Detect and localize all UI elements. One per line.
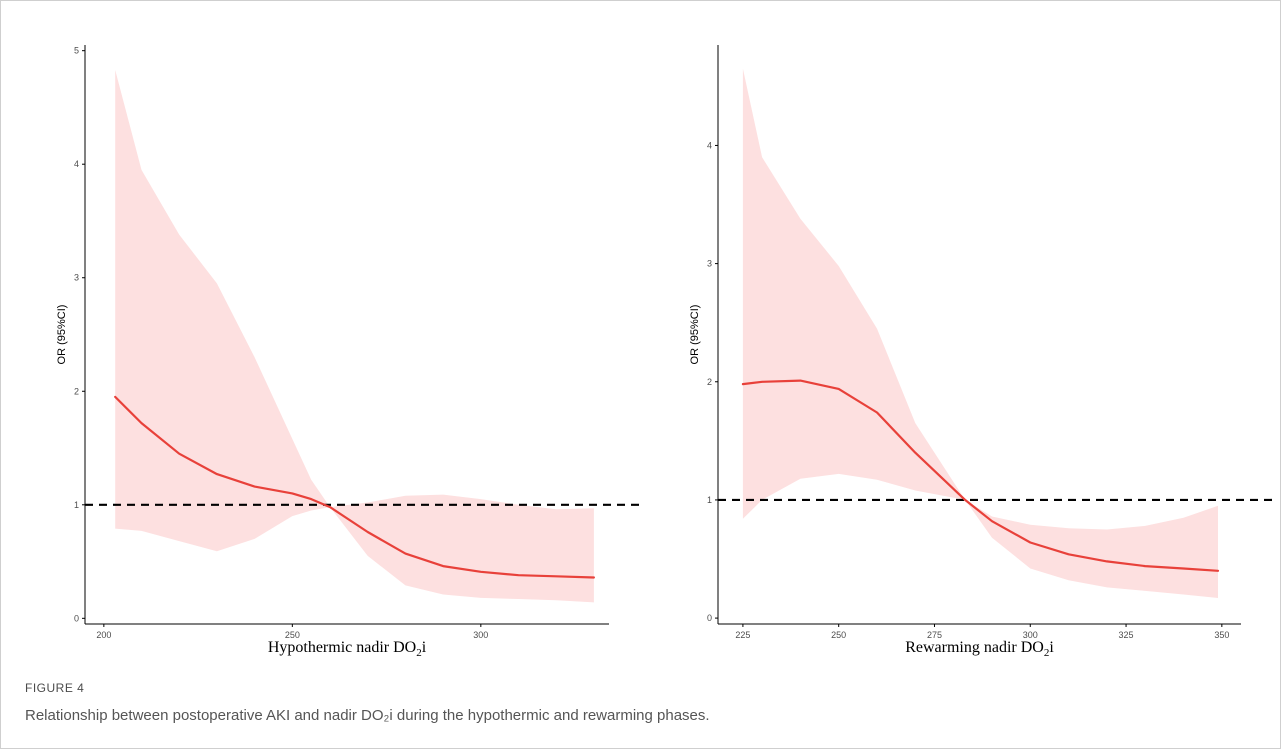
chart-panel-1: 0 1 2 3 4 5 200 250 300 OR (95%CI) Hypothermic nad… xyxy=(56,45,645,659)
x-tick-label: 300 xyxy=(1023,630,1038,640)
y-tick-label: 1 xyxy=(74,500,79,510)
y-tick-label: 0 xyxy=(707,613,712,623)
x-tick-label: 325 xyxy=(1119,630,1134,640)
y-axis-label: OR (95%CI) xyxy=(56,305,68,365)
y-tick-label: 0 xyxy=(74,613,79,623)
x-tick-label: 225 xyxy=(735,630,750,640)
x-axis-label: Rewarming nadir DO2i xyxy=(905,639,1054,659)
or-curve xyxy=(741,379,1220,572)
x-tick-label: 350 xyxy=(1214,630,1229,640)
chart-panel-2: 0 1 2 3 4 225 250 275 300 325 350 OR (95%CI) Rewarmi… xyxy=(689,45,1277,659)
figure-caption: FIGURE 4 Relationship between postoperat… xyxy=(25,681,710,724)
y-tick-label: 4 xyxy=(707,140,712,150)
y-tick-label: 2 xyxy=(74,386,79,396)
y-tick-label: 2 xyxy=(707,377,712,387)
y-axis-label: OR (95%CI) xyxy=(689,305,701,365)
x-tick-label: 275 xyxy=(927,630,942,640)
charts-canvas: 0 1 2 3 4 5 200 250 300 OR (95%CI) Hypothermic nad… xyxy=(56,45,1277,659)
figure-label: FIGURE 4 xyxy=(25,681,85,695)
x-tick-label: 250 xyxy=(831,630,846,640)
y-tick-label: 5 xyxy=(74,46,79,56)
y-tick-label: 3 xyxy=(707,259,712,269)
x-tick-label: 250 xyxy=(285,630,300,640)
y-tick-label: 1 xyxy=(707,495,712,505)
x-tick-label: 200 xyxy=(96,630,111,640)
y-tick-label: 3 xyxy=(74,273,79,283)
y-tick-label: 4 xyxy=(74,159,79,169)
x-tick-label: 300 xyxy=(473,630,488,640)
x-axis-label: Hypothermic nadir DO2i xyxy=(268,639,427,659)
figure-caption-text: Relationship between postoperative AKI a… xyxy=(25,707,710,724)
ci-band xyxy=(115,70,594,603)
or-curve xyxy=(114,395,595,579)
ci-band xyxy=(742,68,1218,599)
